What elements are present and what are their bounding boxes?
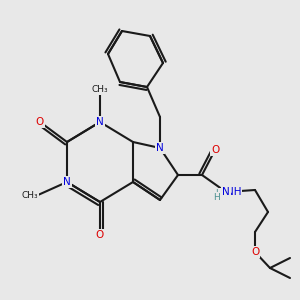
Text: CH₃: CH₃ bbox=[21, 190, 38, 200]
Text: CH₃: CH₃ bbox=[92, 85, 108, 94]
Text: NH: NH bbox=[226, 187, 242, 197]
Text: O: O bbox=[251, 247, 259, 257]
Text: N: N bbox=[222, 187, 230, 197]
Text: O: O bbox=[36, 117, 44, 127]
Text: H: H bbox=[215, 188, 222, 197]
Text: H: H bbox=[214, 193, 220, 202]
Text: O: O bbox=[96, 230, 104, 240]
Text: N: N bbox=[96, 117, 104, 127]
Text: N: N bbox=[156, 143, 164, 153]
Text: O: O bbox=[211, 145, 219, 155]
Text: N: N bbox=[63, 177, 71, 187]
